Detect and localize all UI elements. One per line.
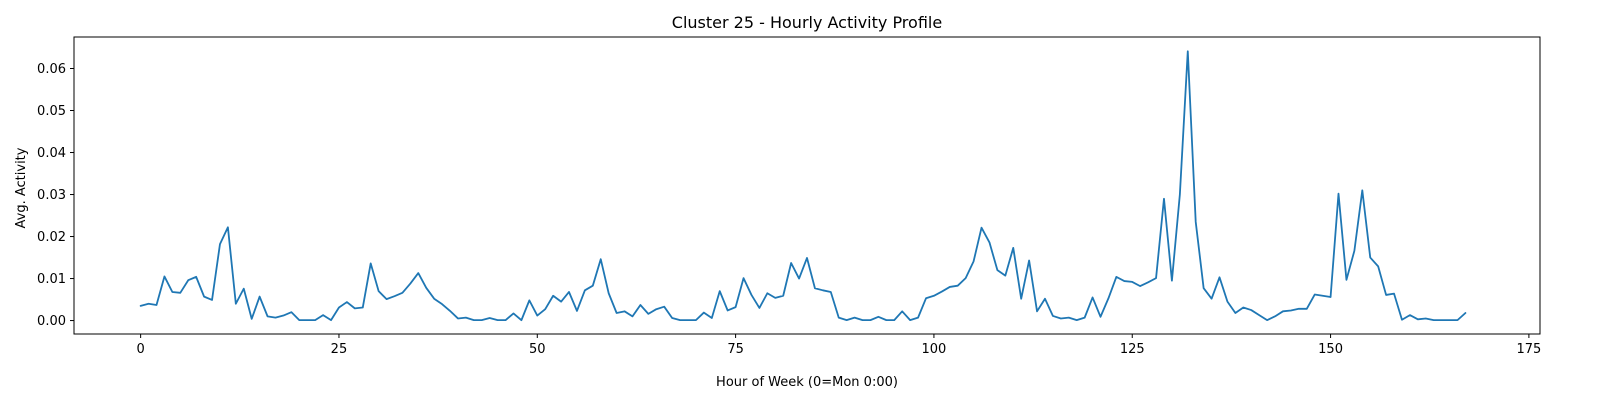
- x-tick-label-6: 150: [1318, 342, 1343, 357]
- y-axis-label: Avg. Activity: [14, 147, 29, 228]
- x-tick-label-1: 25: [331, 342, 348, 357]
- y-tick-label-0: 0.00: [37, 314, 66, 329]
- x-tick-label-5: 125: [1120, 342, 1145, 357]
- y-tick-label-1: 0.01: [37, 272, 66, 287]
- chart-title: Cluster 25 - Hourly Activity Profile: [672, 13, 942, 32]
- x-tick-label-4: 100: [922, 342, 947, 357]
- axes-frame: [73, 36, 1541, 335]
- y-tick-label-5: 0.05: [37, 104, 66, 119]
- x-tick-label-3: 75: [727, 342, 744, 357]
- x-tick-label-7: 175: [1516, 342, 1541, 357]
- y-tick-label-2: 0.02: [37, 230, 66, 245]
- y-tick-label-6: 0.06: [37, 62, 66, 77]
- x-tick-label-2: 50: [529, 342, 546, 357]
- x-tick-label-0: 0: [136, 342, 144, 357]
- data-series-line-0: [139, 50, 1467, 322]
- plot-area: 0 25 50 75 100 125 150 175 0.00 0.01 0.02 0.03 0.04 0…: [37, 36, 1541, 357]
- x-axis-label: Hour of Week (0=Mon 0:00): [716, 375, 898, 390]
- y-tick-label-4: 0.04: [37, 146, 66, 161]
- y-tick-label-3: 0.03: [37, 188, 66, 203]
